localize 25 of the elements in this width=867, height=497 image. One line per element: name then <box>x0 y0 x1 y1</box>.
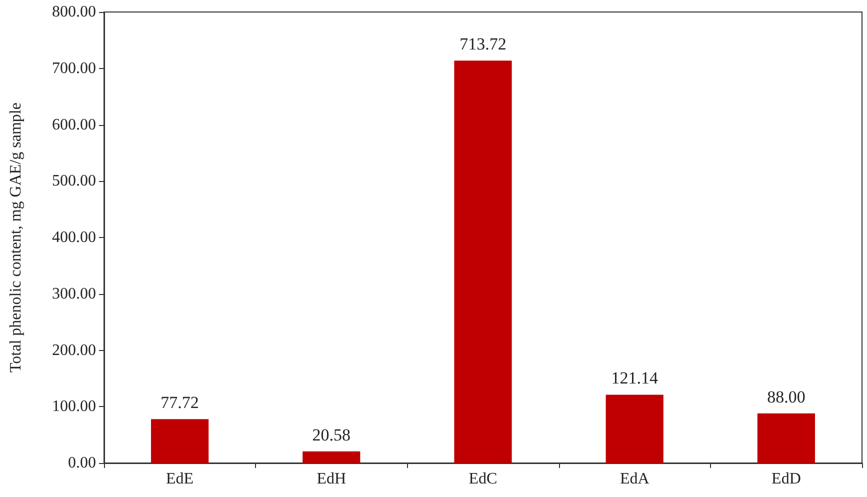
data-label: 20.58 <box>312 425 351 444</box>
x-tick-label: EdH <box>316 470 347 488</box>
data-label: 77.72 <box>160 393 199 412</box>
y-tick-label: 300.00 <box>52 285 96 302</box>
y-tick-label: 800.00 <box>52 4 96 20</box>
y-tick-label: 100.00 <box>52 398 96 416</box>
y-tick-label: 600.00 <box>52 116 96 134</box>
data-label: 713.72 <box>460 34 506 54</box>
bar <box>606 394 664 463</box>
x-tick-label: EdA <box>620 470 650 488</box>
y-tick-label: 200.00 <box>52 342 96 359</box>
bar <box>302 451 360 463</box>
y-tick-label: 0.00 <box>68 454 96 472</box>
bar <box>757 413 816 463</box>
y-tick-label: 700.00 <box>52 60 96 77</box>
y-axis-title: Total phenolic content, mg GAE/g sample <box>8 102 24 372</box>
x-tick-label: EdC <box>468 470 498 488</box>
y-tick-label: 500.00 <box>52 172 96 190</box>
y-tick-label: 400.00 <box>52 229 96 246</box>
data-label: 121.14 <box>611 368 658 388</box>
data-label: 88.00 <box>767 387 806 406</box>
bar <box>454 60 512 463</box>
x-tick-label: EdE <box>166 470 194 488</box>
x-tick-label: EdD <box>772 470 801 488</box>
bar <box>150 419 209 463</box>
